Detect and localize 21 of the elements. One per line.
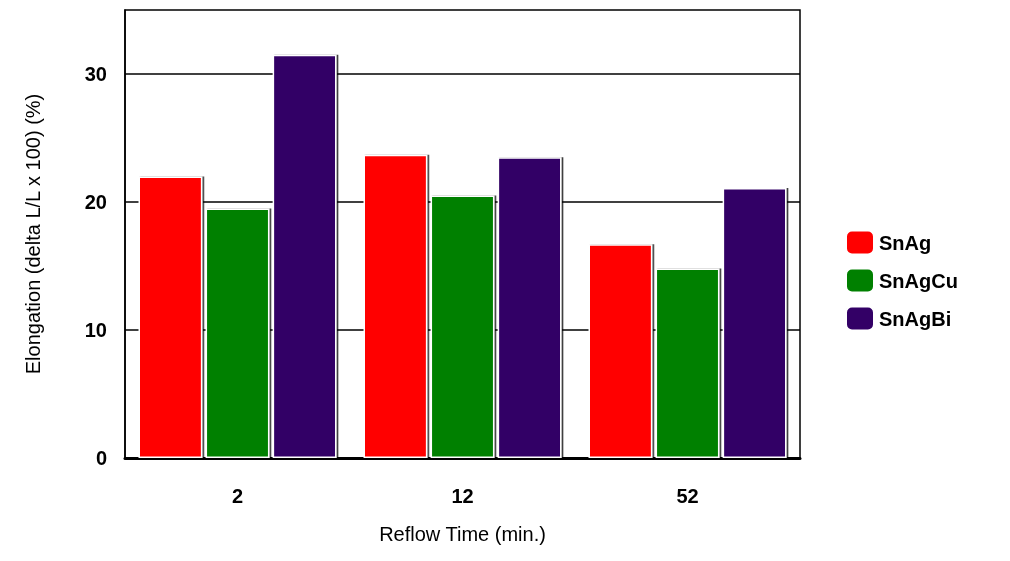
y-tick-label: 0 [95,447,107,469]
legend-label: SnAgCu [879,269,958,292]
y-tick-label: 30 [84,63,107,85]
x-tick-label: 2 [231,485,244,507]
bar [138,176,203,458]
x-axis-title: Reflow Time (min.) [379,523,546,545]
legend-label: SnAgBi [879,307,952,330]
bar [588,244,653,458]
bar [205,208,270,458]
x-tick-label: 12 [451,485,474,507]
legend-label: SnAg [879,231,932,254]
bar [272,54,337,458]
bar [497,157,562,458]
bar [430,195,495,458]
y-axis-title: Elongation (delta L/L x 100) (%) [22,93,44,375]
bar [655,268,720,458]
bar [363,154,428,458]
y-tick-label: 20 [84,191,107,213]
y-tick-label: 10 [84,319,107,341]
bar [722,187,787,458]
x-tick-label: 52 [676,485,699,507]
